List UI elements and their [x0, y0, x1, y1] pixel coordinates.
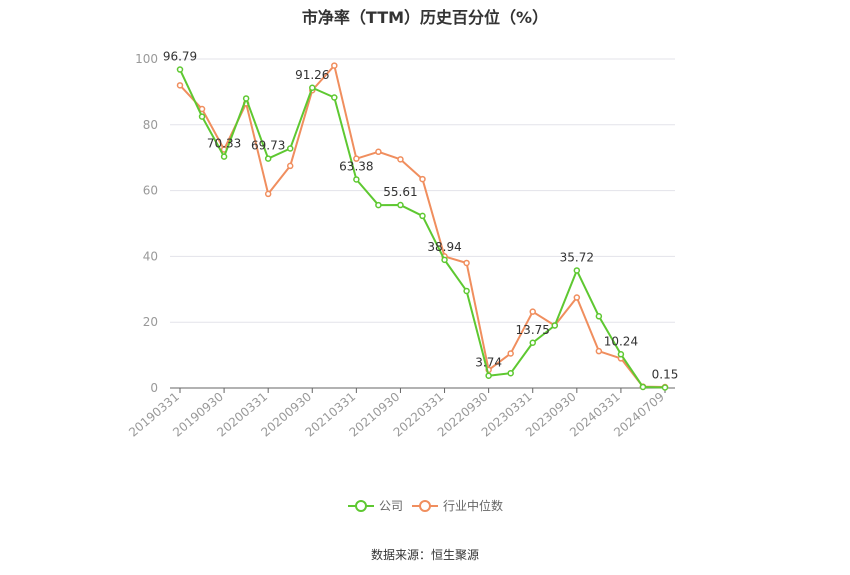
data-label: 96.79: [163, 50, 197, 64]
data-point: [220, 153, 228, 160]
data-point: [441, 256, 448, 264]
y-tick-label: 100: [135, 52, 158, 66]
data-point: [309, 84, 316, 92]
data-point: [353, 155, 360, 162]
data-point: [507, 369, 514, 377]
data-label: 69.73: [251, 139, 285, 153]
data-point: [551, 322, 559, 329]
data-point: [463, 259, 470, 267]
data-point: [595, 313, 603, 320]
y-tick-label: 60: [143, 184, 158, 198]
data-point: [176, 82, 184, 89]
series-line-0: [179, 69, 666, 389]
data-point: [617, 351, 625, 358]
y-tick-label: 80: [143, 118, 158, 132]
legend-marker-1: [419, 500, 431, 512]
data-point: [375, 148, 382, 156]
data-point: [485, 372, 492, 379]
data-label: 55.61: [383, 185, 417, 199]
data-label: 13.75: [516, 323, 550, 337]
data-point: [375, 201, 382, 209]
data-point: [331, 62, 338, 69]
data-point: [264, 155, 272, 162]
data-point: [529, 308, 536, 315]
data-label: 3.74: [475, 356, 502, 370]
data-point: [286, 145, 294, 152]
chart-title: 市净率（TTM）历史百分位（%）: [301, 8, 549, 27]
data-point: [573, 267, 581, 274]
data-point: [419, 212, 426, 220]
data-point: [529, 339, 536, 347]
data-point: [507, 350, 514, 357]
legend-label-0: 公司: [379, 499, 403, 513]
data-point: [661, 384, 669, 391]
data-point: [353, 176, 360, 183]
data-source: 数据来源：恒生聚源: [370, 548, 479, 562]
y-tick-label: 20: [143, 315, 158, 329]
data-label: 70.33: [207, 137, 241, 151]
data-point: [595, 347, 603, 355]
y-tick-label: 0: [150, 381, 158, 395]
data-point: [176, 66, 184, 73]
data-label: 91.26: [295, 68, 329, 82]
data-point: [286, 162, 294, 170]
data-point: [573, 294, 581, 301]
data-label: 63.38: [339, 159, 373, 173]
data-point: [397, 201, 404, 209]
data-point: [198, 113, 206, 120]
data-label: 10.24: [604, 334, 638, 348]
legend-label-1: 行业中位数: [443, 498, 503, 513]
data-point: [419, 175, 426, 183]
data-point: [639, 383, 647, 391]
data-point: [242, 95, 250, 102]
y-tick-label: 40: [143, 249, 158, 263]
legend-marker-0: [355, 500, 367, 512]
data-point: [331, 94, 338, 101]
data-label: 38.94: [427, 240, 461, 254]
data-label: 0.15: [652, 368, 679, 382]
data-point: [397, 156, 404, 163]
data-point: [463, 287, 470, 295]
data-point: [264, 190, 272, 198]
data-label: 35.72: [560, 250, 594, 264]
